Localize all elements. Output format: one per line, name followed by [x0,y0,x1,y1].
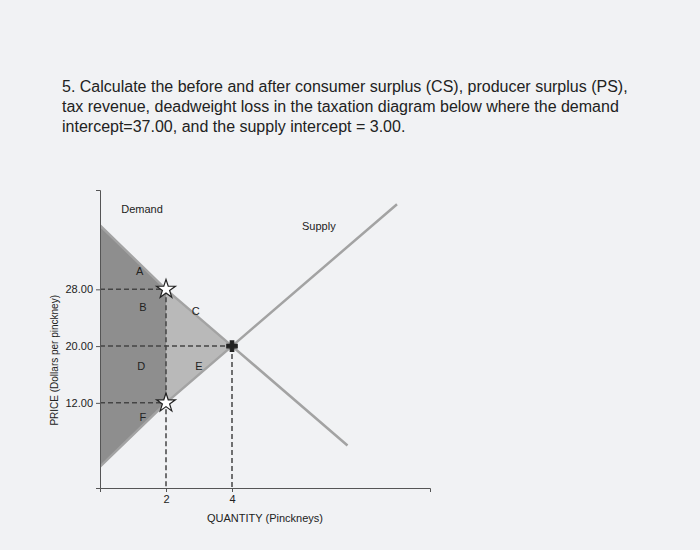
x-axis-title: QUANTITY (Pinckneys) [207,512,323,524]
guide-line [165,289,167,488]
x-tick-mark [232,488,233,492]
x-tick-label: 2 [163,493,169,505]
y-tick-label: 28.00 [65,283,93,295]
background [0,0,700,550]
region-label: F [140,411,147,423]
guide-line [100,289,166,291]
y-tick-label: 20.00 [65,340,93,352]
guide-line [100,402,166,404]
x-tick: 4 [229,488,235,505]
series-line [100,225,348,445]
region-label: D [137,360,145,372]
chart: 5. Calculate the before and after consum… [0,0,700,550]
x-tick-mark [166,488,167,492]
x-tick: 2 [163,488,169,505]
region-label: B [139,301,146,313]
point-marker [157,393,176,411]
series-label: Demand [121,203,163,215]
y-tick-label: 12.00 [65,397,93,409]
y-axis-title: PRICE (Dollars per pinckney) [49,295,60,426]
x-tick-label: 4 [229,493,235,505]
point-marker [157,279,176,297]
title: 5. Calculate the before and after consum… [62,78,628,135]
plot-area [100,204,397,488]
x-axis-line [101,489,431,493]
y-tick: 20.00 [65,340,100,352]
title-line: 5. Calculate the before and after consum… [62,78,628,95]
series-label: Supply [302,220,336,232]
x-axis: 24 [101,488,431,505]
title-line: intercept=37.00, and the supply intercep… [62,118,405,135]
y-axis-line [96,191,101,489]
y-axis: 12.00 20.00 28.00 [65,191,100,489]
y-tick-mark [96,403,100,404]
region-label: C [192,305,200,317]
region-label: A [136,265,144,277]
y-tick-mark [96,289,100,290]
title-line: tax revenue, deadweight loss in the taxa… [62,98,619,115]
guide-line [231,346,233,488]
y-tick: 12.00 [65,397,100,409]
y-tick-mark [96,346,100,347]
y-tick: 28.00 [65,283,100,295]
series-line [100,204,397,467]
point-marker [227,341,237,351]
region-label: E [195,360,202,372]
